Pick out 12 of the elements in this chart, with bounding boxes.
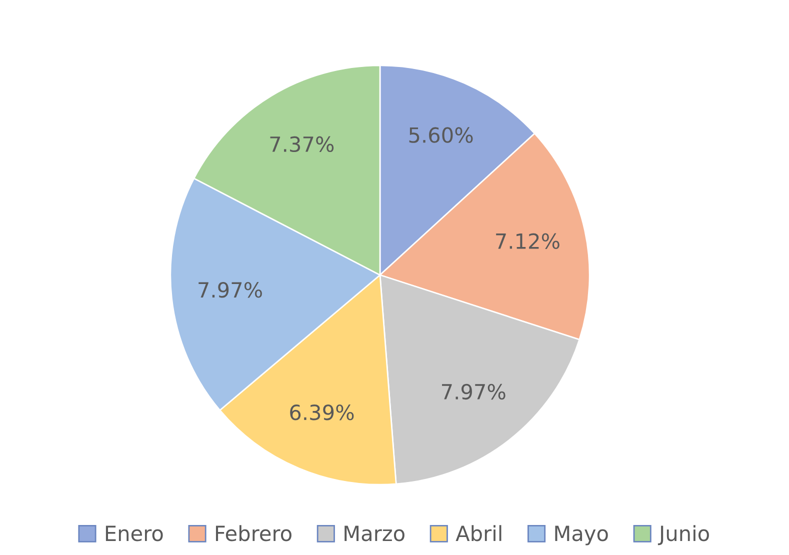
data-label: 5.60% [409, 127, 473, 143]
data-label: 7.37% [270, 136, 334, 152]
legend-label: Marzo [344, 526, 404, 542]
legend-label: Febrero [216, 525, 292, 542]
data-label: 7.97% [198, 282, 262, 298]
data-label: 7.97% [442, 384, 506, 400]
data-label: 6.39% [290, 404, 354, 420]
legend-label: Mayo [555, 526, 608, 546]
legend-label: Junio [658, 525, 709, 546]
legend-label: Abril [456, 525, 502, 542]
legend-label: Enero [106, 526, 163, 542]
data-label: 7.12% [496, 233, 560, 249]
